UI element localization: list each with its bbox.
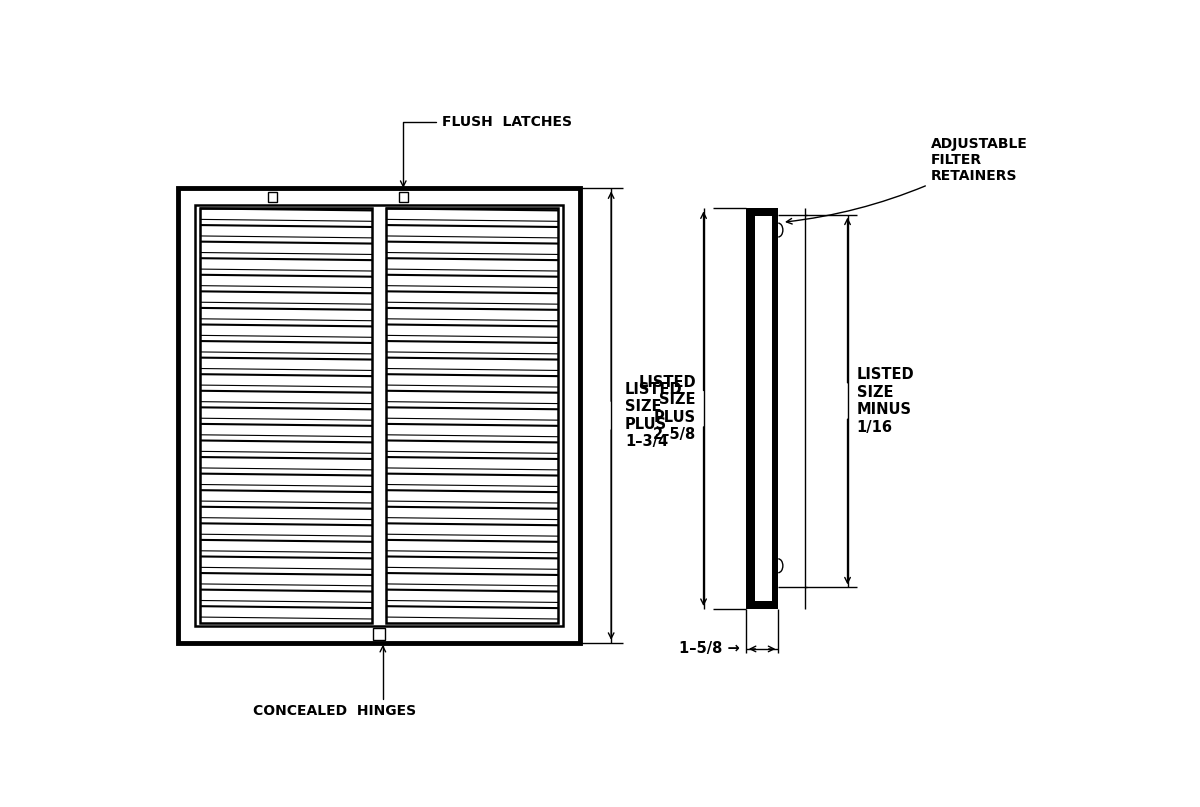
Bar xyxy=(200,208,372,623)
Bar xyxy=(746,601,779,609)
Bar xyxy=(386,208,558,623)
Text: FLUSH  LATCHES: FLUSH LATCHES xyxy=(401,115,571,186)
Bar xyxy=(398,192,408,202)
Text: 1–5/8 →: 1–5/8 → xyxy=(679,642,739,656)
Bar xyxy=(268,192,277,202)
Bar xyxy=(755,216,772,601)
Text: CONCEALED  HINGES: CONCEALED HINGES xyxy=(253,646,416,718)
Text: ADJUSTABLE
FILTER
RETAINERS: ADJUSTABLE FILTER RETAINERS xyxy=(786,137,1027,224)
Text: LISTED
SIZE
PLUS
2–5/8: LISTED SIZE PLUS 2–5/8 xyxy=(638,375,696,442)
Text: LISTED
SIZE
PLUS
1–3/4: LISTED SIZE PLUS 1–3/4 xyxy=(625,382,683,449)
Bar xyxy=(178,189,581,642)
Bar xyxy=(746,208,779,216)
Bar xyxy=(373,628,385,641)
Text: LISTED
SIZE
MINUS
1/16: LISTED SIZE MINUS 1/16 xyxy=(857,367,914,435)
Bar xyxy=(194,206,564,626)
Bar xyxy=(746,208,755,609)
Bar xyxy=(772,208,779,609)
